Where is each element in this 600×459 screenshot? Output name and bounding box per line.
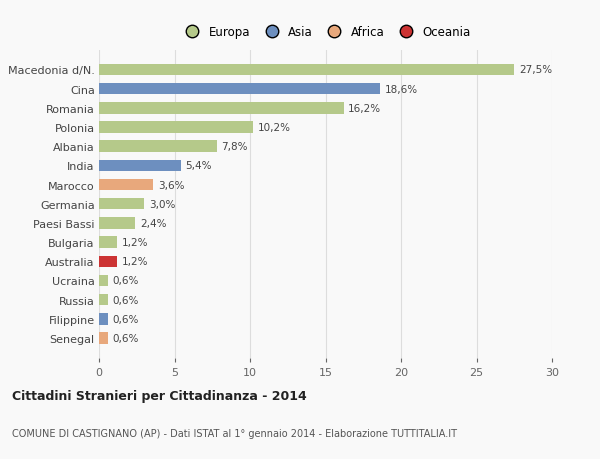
Bar — [99, 294, 108, 306]
Bar — [99, 103, 344, 114]
Bar — [99, 64, 514, 76]
Text: 1,2%: 1,2% — [122, 238, 148, 247]
Text: 27,5%: 27,5% — [519, 65, 552, 75]
Bar — [99, 275, 108, 286]
Text: 3,6%: 3,6% — [158, 180, 184, 190]
Text: 5,4%: 5,4% — [185, 161, 212, 171]
Text: 2,4%: 2,4% — [140, 218, 166, 229]
Text: 0,6%: 0,6% — [113, 314, 139, 324]
Bar — [99, 237, 117, 248]
Text: 10,2%: 10,2% — [257, 123, 290, 133]
Bar — [99, 256, 117, 268]
Text: COMUNE DI CASTIGNANO (AP) - Dati ISTAT al 1° gennaio 2014 - Elaborazione TUTTITA: COMUNE DI CASTIGNANO (AP) - Dati ISTAT a… — [12, 428, 457, 438]
Bar — [99, 84, 380, 95]
Text: 3,0%: 3,0% — [149, 199, 175, 209]
Bar — [99, 122, 253, 134]
Text: 0,6%: 0,6% — [113, 295, 139, 305]
Bar — [99, 313, 108, 325]
Text: 0,6%: 0,6% — [113, 333, 139, 343]
Bar — [99, 198, 145, 210]
Text: 16,2%: 16,2% — [348, 104, 381, 113]
Legend: Europa, Asia, Africa, Oceania: Europa, Asia, Africa, Oceania — [177, 22, 474, 43]
Text: 0,6%: 0,6% — [113, 276, 139, 286]
Text: Cittadini Stranieri per Cittadinanza - 2014: Cittadini Stranieri per Cittadinanza - 2… — [12, 389, 307, 403]
Bar — [99, 218, 135, 229]
Bar — [99, 179, 154, 191]
Bar — [99, 333, 108, 344]
Text: 1,2%: 1,2% — [122, 257, 148, 267]
Text: 7,8%: 7,8% — [221, 142, 248, 152]
Text: 18,6%: 18,6% — [385, 84, 418, 95]
Bar — [99, 160, 181, 172]
Bar — [99, 141, 217, 152]
